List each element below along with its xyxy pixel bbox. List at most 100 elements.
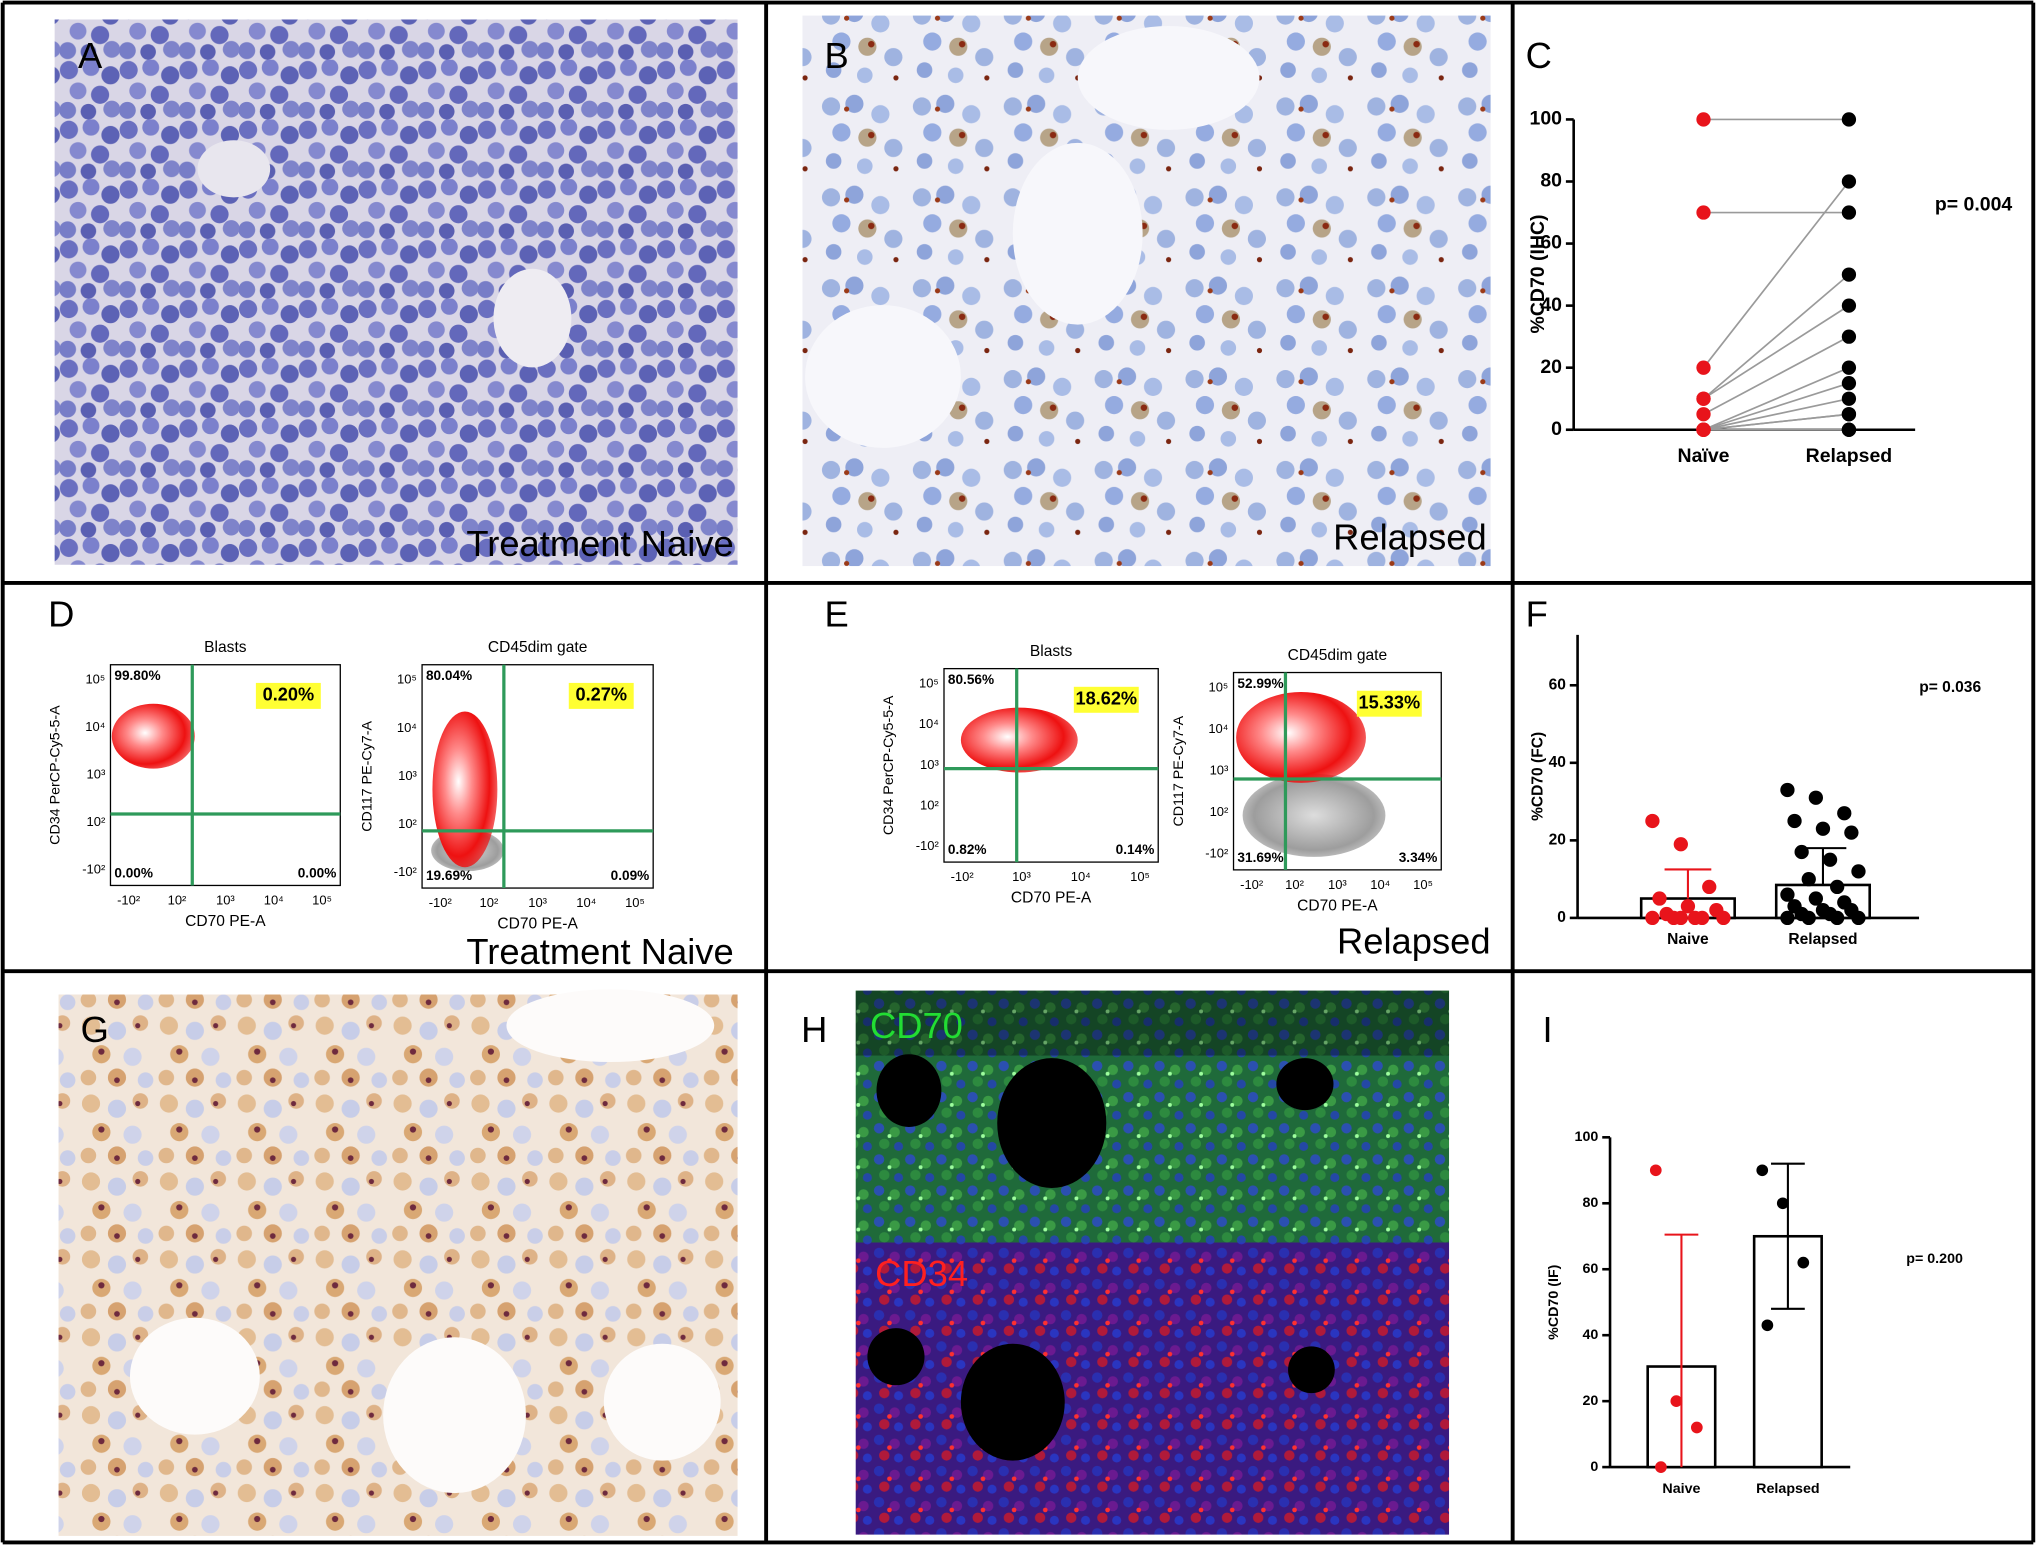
flow-tick-label: 10⁴ (264, 892, 284, 907)
image-caption: Relapsed (1333, 517, 1487, 558)
highlight (1073, 686, 1139, 713)
y-tick-label: 60 (1540, 232, 1562, 254)
dot (1844, 825, 1859, 840)
dot (1696, 205, 1711, 220)
flow-tick-label: 10⁴ (919, 716, 939, 731)
quadrant-value: 31.69% (1237, 850, 1283, 865)
pair-line (1703, 397, 1850, 431)
dot (1690, 1421, 1703, 1434)
y-tick-label: 20 (1540, 356, 1562, 378)
flow-tick-label: 10⁵ (1209, 680, 1229, 695)
dot (1841, 205, 1857, 220)
y-tick-label: 60 (1582, 1261, 1598, 1277)
dot (1780, 782, 1795, 798)
y-tick-label: 40 (1540, 294, 1562, 316)
flow-tick-label: -10² (1205, 846, 1229, 861)
flow-tick-label: 10⁵ (919, 676, 939, 691)
dot (1830, 910, 1845, 926)
flow-tick-label: -10² (394, 864, 418, 879)
dot (1841, 267, 1857, 282)
dot (1649, 1164, 1662, 1177)
ihc-space (129, 1317, 260, 1435)
y-tick-label: 40 (1549, 754, 1567, 771)
if-hole (1276, 1058, 1334, 1111)
dot (1787, 813, 1802, 829)
x-tick-label: Relapsed (1806, 445, 1893, 467)
flow-tick-label: -10² (82, 861, 106, 876)
flow-tick-label: -10² (1240, 877, 1264, 892)
pair-line (1703, 366, 1850, 431)
flow-tick-label: 10² (920, 797, 939, 812)
dot (1696, 391, 1711, 406)
dot (1808, 790, 1823, 805)
quadrant-value: 0.00% (114, 865, 153, 880)
highlight (255, 682, 321, 709)
panel-label: H (801, 1009, 827, 1050)
flow-frame (943, 667, 1159, 863)
flow-title: CD45dim gate (488, 639, 587, 656)
quadrant-value: 0.14% (1116, 842, 1155, 857)
dot (1673, 910, 1688, 926)
flow-tick-label: 10⁵ (1130, 869, 1150, 884)
if-hole (867, 1328, 925, 1386)
y-tick-label: 40 (1582, 1327, 1598, 1343)
annotation: p= 0.036 (1919, 679, 1981, 696)
flow-tick-label: 10³ (1210, 763, 1229, 778)
quadrant-value: 0.09% (611, 868, 650, 883)
dot (1794, 844, 1809, 860)
flow-tick-label: 10⁴ (1071, 869, 1091, 884)
y-tick-label: 80 (1582, 1195, 1598, 1211)
dot (1645, 910, 1660, 926)
dot (1673, 837, 1688, 852)
dot (1756, 1164, 1769, 1177)
ihc-space (506, 989, 715, 1063)
flow-ylabel: CD117 PE-Cy7-A (359, 721, 375, 832)
quadrant-value: 15.33% (1359, 692, 1421, 712)
dot (1841, 298, 1857, 313)
flow-tick-label: 10² (398, 816, 417, 831)
x-tick-label: Naive (1662, 1481, 1700, 1497)
if-hole (960, 1343, 1065, 1461)
flow-population (111, 703, 195, 769)
ihc-space (1077, 25, 1260, 130)
dot (1841, 174, 1857, 189)
dot (1695, 910, 1710, 926)
flow-tick-label: 10³ (87, 767, 106, 782)
flow-tick-label: 10² (1210, 804, 1229, 819)
flow-xlabel: CD70 PE-A (185, 913, 266, 930)
y-tick-label: 0 (1551, 418, 1562, 440)
flow-tick-label: -10² (117, 892, 141, 907)
dot (1780, 910, 1795, 926)
flow-tick-label: 10² (168, 892, 187, 907)
ihc-space (603, 1343, 721, 1461)
quadrant-value: 99.80% (114, 668, 160, 683)
dot (1801, 910, 1816, 926)
flow-tick-label: 10³ (216, 892, 235, 907)
flow-tick-label: 10² (87, 814, 106, 829)
dot (1851, 864, 1866, 879)
if-image-cd34 (855, 1242, 1450, 1535)
dot (1841, 391, 1857, 406)
flow-tick-label: 10³ (528, 895, 547, 910)
annotation: p= 0.004 (1935, 193, 2013, 215)
dot (1841, 360, 1857, 375)
ihc-space (1012, 142, 1143, 325)
pair-line (1703, 304, 1850, 400)
flow-frame (421, 664, 654, 889)
x-tick-label: Relapsed (1756, 1481, 1819, 1497)
flow-tick-label: 10⁵ (625, 895, 645, 910)
dot (1841, 407, 1857, 422)
quadrant-value: 0.20% (263, 685, 314, 705)
panel-label: I (1543, 1009, 1553, 1050)
pair-line (1703, 413, 1850, 431)
dot (1680, 899, 1696, 914)
dot (1851, 910, 1866, 926)
quadrant-value: 19.69% (426, 868, 472, 883)
y-tick-label: 20 (1582, 1393, 1598, 1409)
dot (1696, 112, 1711, 127)
dot (1841, 376, 1857, 391)
flow-population (1242, 773, 1386, 857)
quadrant-value: 3.34% (1399, 850, 1438, 865)
dot (1837, 806, 1852, 821)
